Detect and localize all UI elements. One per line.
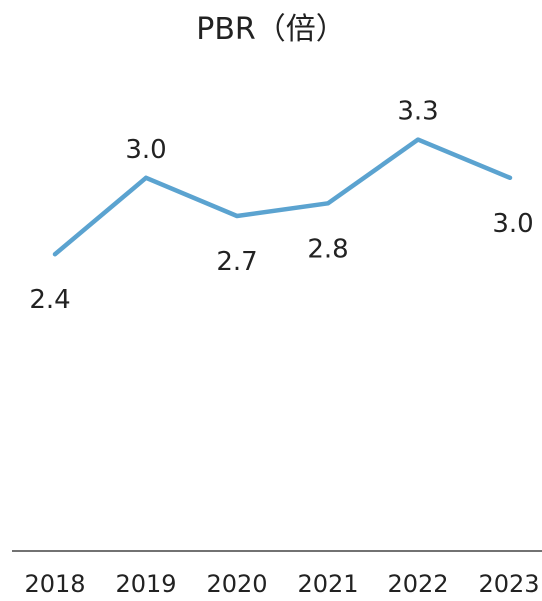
x-tick-labels: 2018 2019 2020 2021 2022 2023	[24, 570, 539, 598]
x-tick-label: 2019	[115, 570, 176, 598]
data-point	[508, 175, 512, 180]
chart-title: PBR（倍）	[196, 12, 346, 47]
data-point	[326, 201, 330, 206]
data-point	[235, 214, 239, 218]
x-tick-label: 2023	[478, 570, 539, 598]
data-label: 3.0	[125, 135, 166, 165]
x-tick-label: 2021	[297, 570, 358, 598]
data-label: 2.8	[307, 234, 348, 264]
data-point	[416, 137, 420, 142]
x-tick-label: 2022	[387, 570, 448, 598]
data-label: 3.3	[397, 97, 438, 127]
x-tick-label: 2020	[206, 570, 267, 598]
series-group: 2.4 3.0 2.7 2.8 3.3 3.0	[29, 97, 533, 316]
data-label: 3.0	[492, 209, 533, 239]
data-label: 2.4	[29, 285, 70, 315]
data-label: 2.7	[216, 247, 257, 277]
x-tick-label: 2018	[24, 570, 85, 598]
data-point	[144, 175, 148, 180]
series-line	[52, 137, 513, 257]
data-point	[53, 252, 57, 257]
